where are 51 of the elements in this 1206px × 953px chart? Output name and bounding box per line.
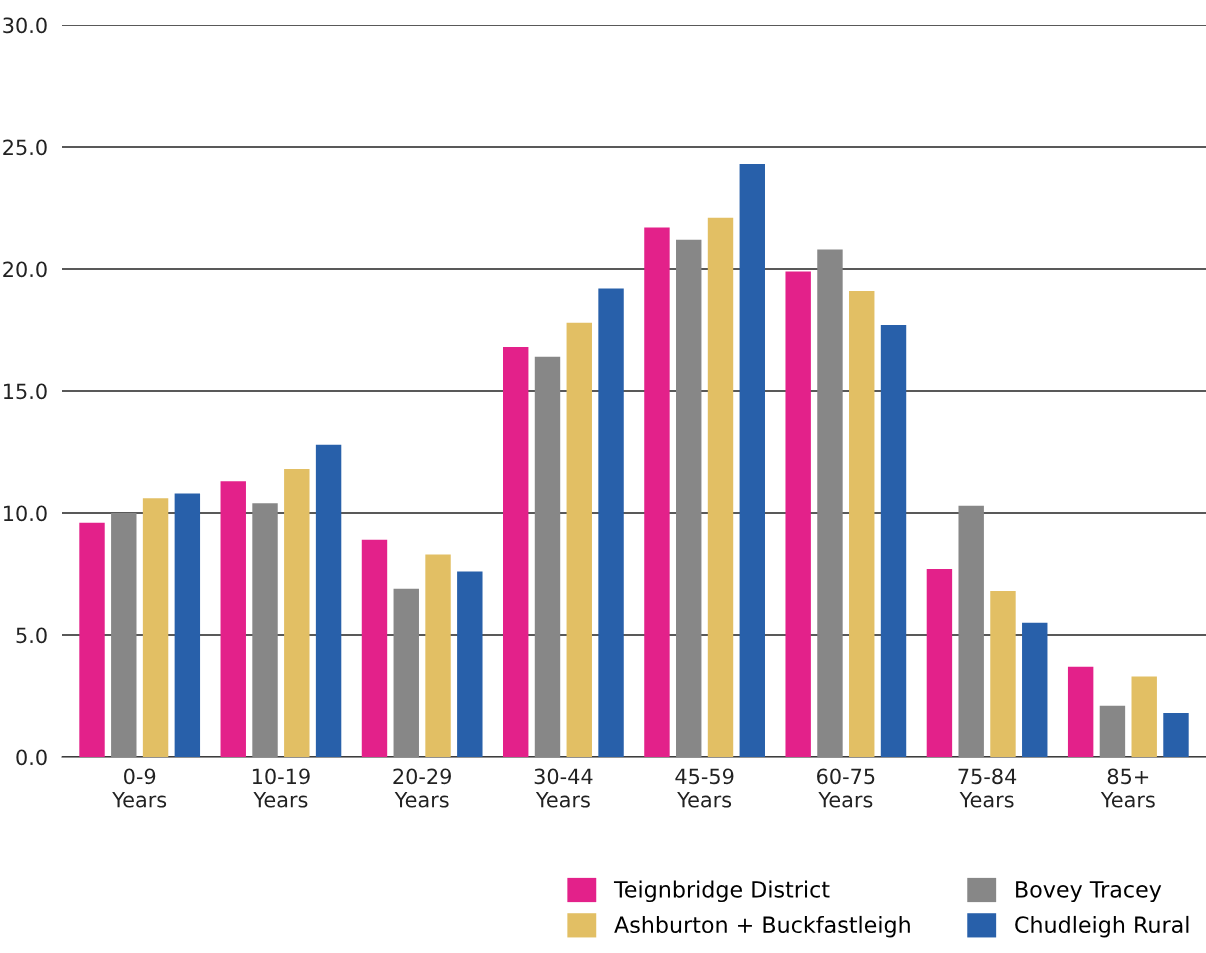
legend-label: Chudleigh Rural	[1015, 915, 1189, 938]
bar	[111, 513, 137, 757]
y-tick-label: 20.0	[3, 261, 47, 278]
bar	[707, 217, 734, 757]
bar	[676, 239, 702, 757]
bar	[284, 469, 310, 757]
bar	[1067, 666, 1094, 757]
legend-label: Teignbridge District	[613, 880, 830, 903]
bar	[880, 325, 907, 757]
bar	[785, 271, 811, 757]
bar	[315, 444, 342, 757]
bar	[142, 498, 169, 757]
bar	[393, 588, 419, 757]
bar	[457, 571, 483, 757]
bar	[739, 164, 765, 757]
bar	[958, 505, 984, 757]
bar	[644, 227, 670, 757]
y-tick-label: 0.0	[16, 749, 47, 766]
bar	[926, 569, 953, 757]
legend-label: Ashburton + Buckfastleigh	[614, 915, 910, 938]
x-tick-label: 20-29 Years	[393, 768, 451, 808]
bar	[1163, 713, 1189, 757]
bar	[1099, 705, 1126, 757]
bar	[361, 539, 388, 757]
bar	[1131, 676, 1157, 757]
y-tick-label: 10.0	[4, 505, 47, 522]
x-tick-label: 0-9 Years	[112, 768, 167, 808]
bar	[566, 322, 592, 757]
x-tick-label: 10-19 Years	[252, 768, 310, 808]
x-tick-label: 85+ Years	[1100, 768, 1155, 808]
bar	[849, 290, 875, 757]
bar	[503, 347, 529, 757]
bar	[79, 522, 105, 757]
y-tick-label: 5.0	[16, 627, 47, 644]
bar	[1022, 622, 1048, 757]
x-tick-label: 75-84 Years	[958, 768, 1017, 808]
bar	[817, 249, 843, 757]
legend-label: Bovey Tracey	[1016, 881, 1162, 903]
bar	[425, 554, 451, 757]
bar	[534, 356, 561, 757]
bar	[990, 591, 1016, 757]
y-tick-label: 30.0	[3, 17, 47, 34]
bar	[220, 481, 246, 757]
bar	[174, 493, 201, 757]
bar	[252, 503, 278, 757]
y-tick-label: 15.0	[4, 383, 47, 400]
x-tick-label: 30-44 Years	[534, 768, 593, 808]
y-tick-label: 25.0	[3, 139, 47, 156]
x-tick-label: 60-75 Years	[817, 768, 875, 808]
bar	[598, 288, 624, 757]
x-tick-label: 45-59 Years	[675, 768, 734, 808]
